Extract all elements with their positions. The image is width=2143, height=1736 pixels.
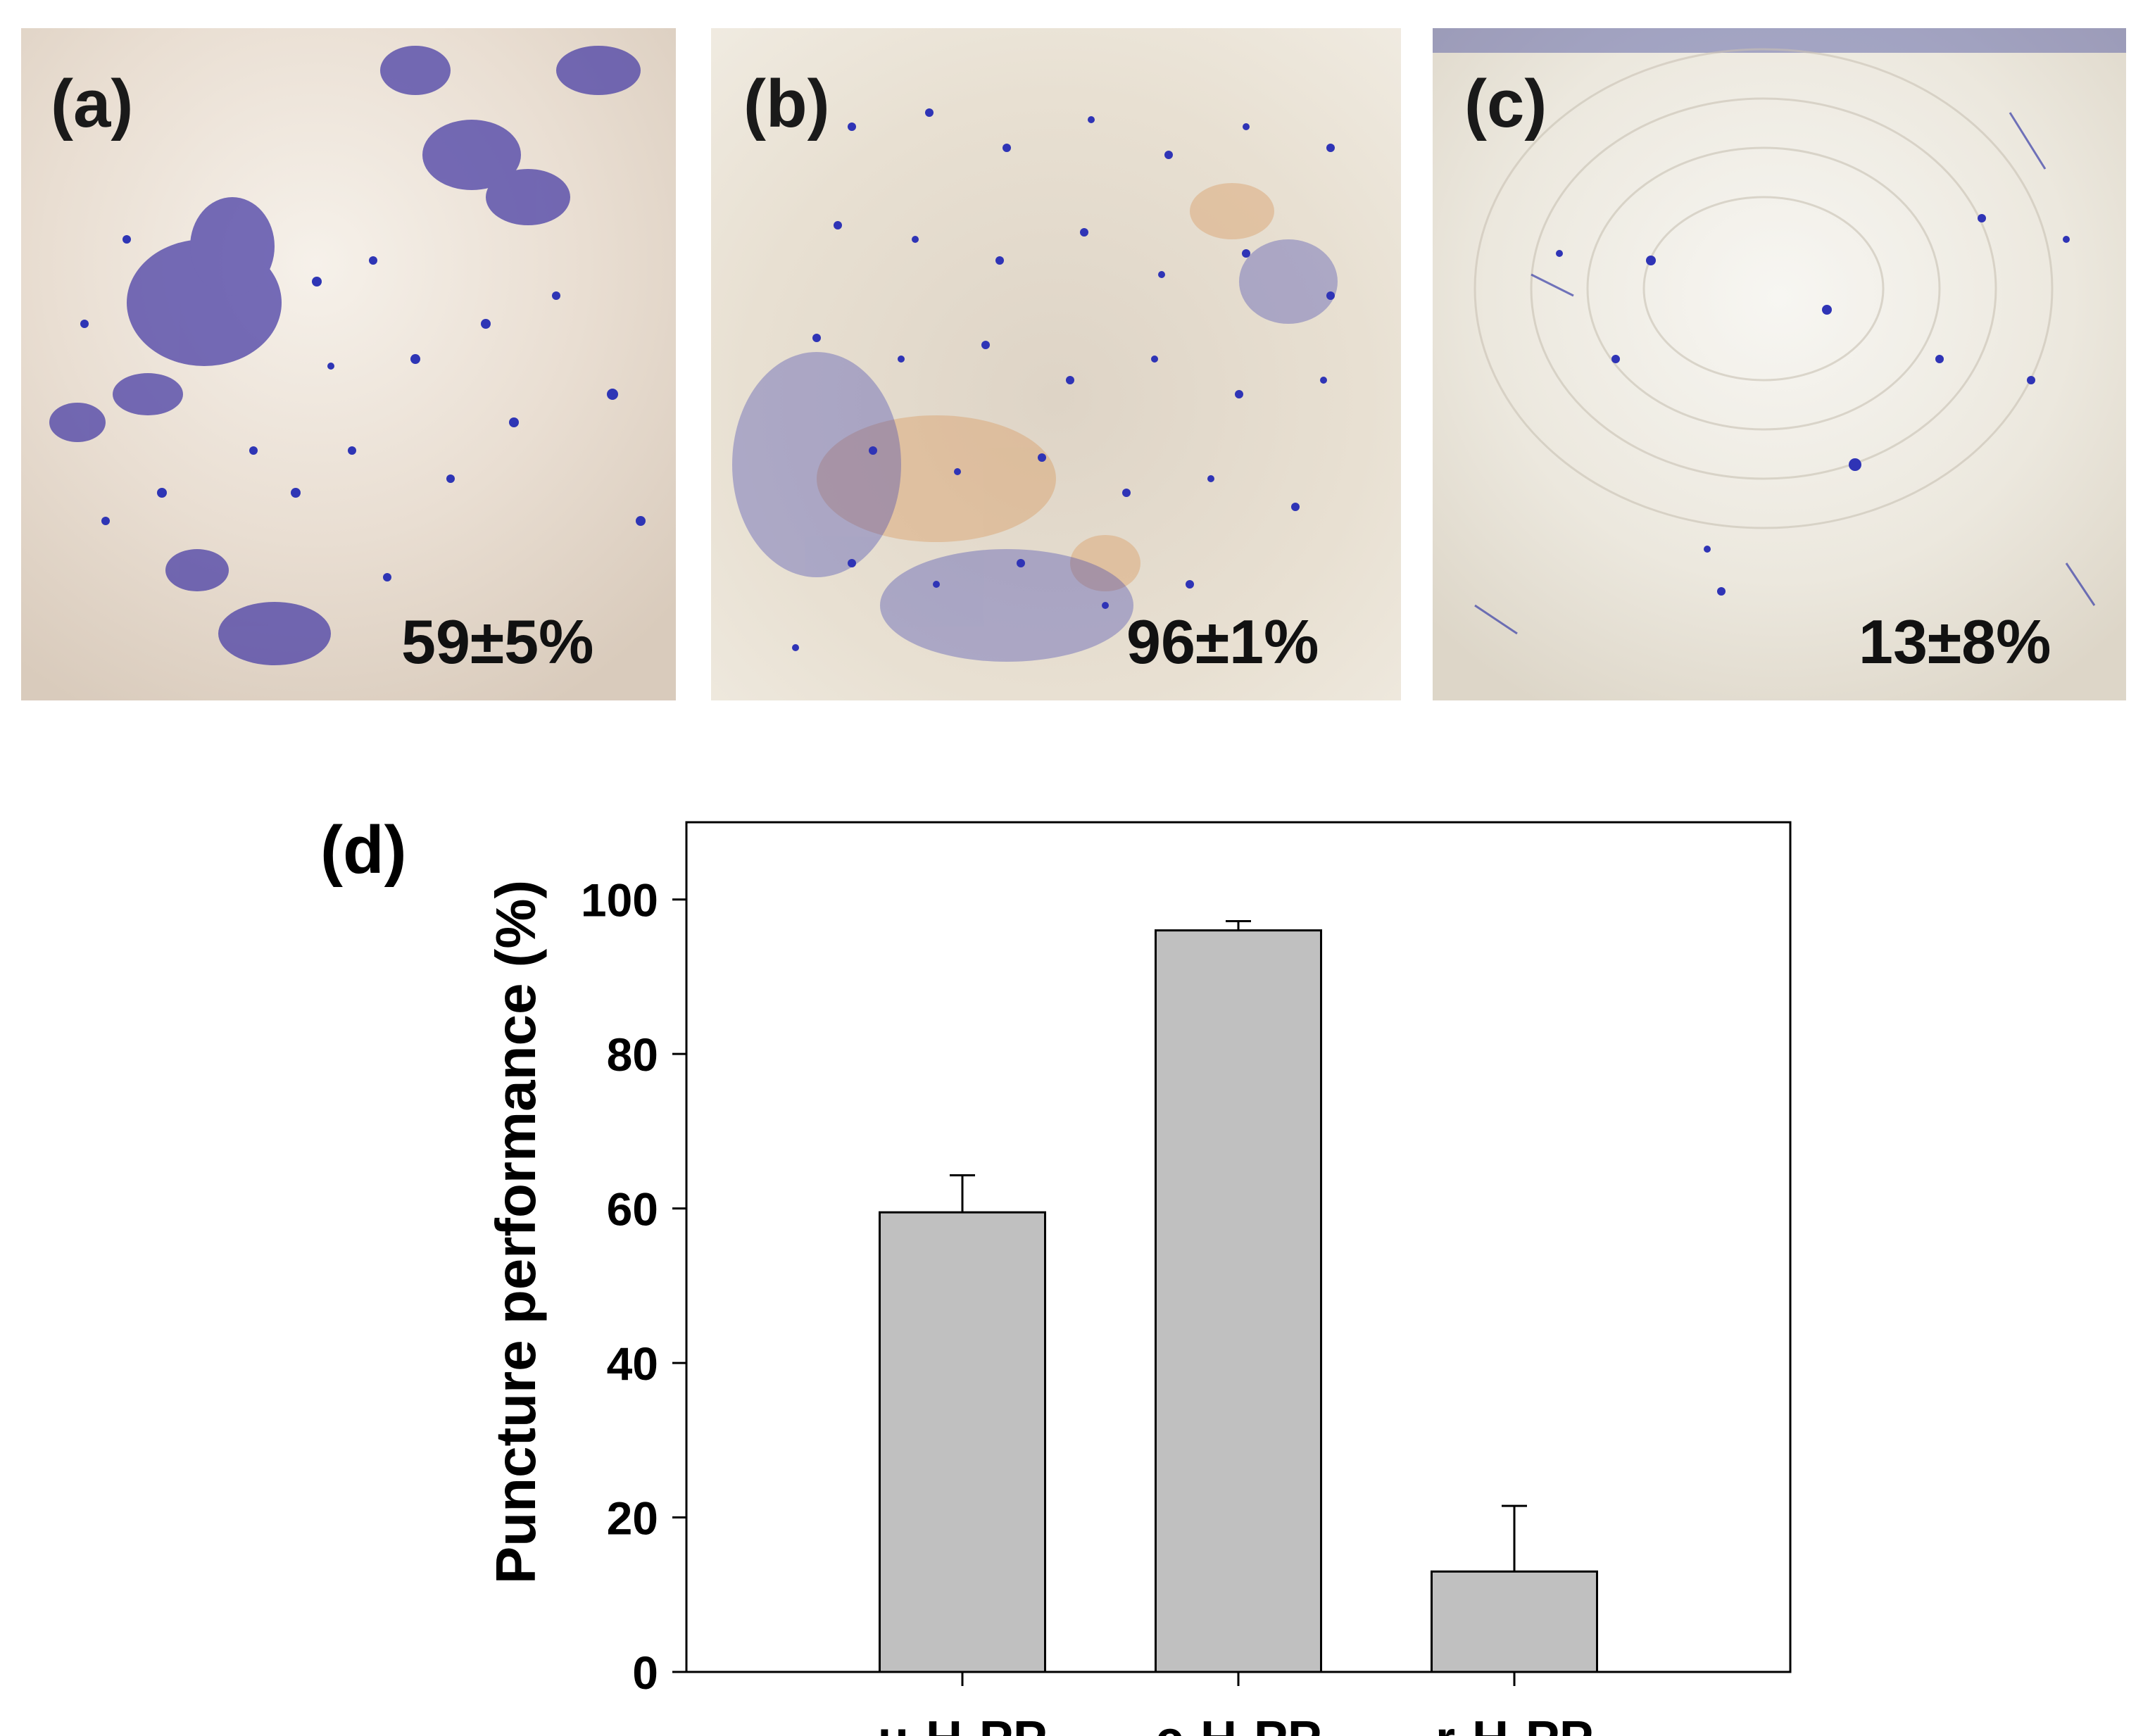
bar	[1431, 1570, 1598, 1673]
y-tick-label: 60	[607, 1183, 658, 1235]
photo-panel-a	[21, 28, 676, 700]
panel-label-d: (d)	[320, 812, 407, 888]
photo-panel-b	[711, 28, 1401, 700]
y-tick-label: 100	[581, 874, 658, 926]
puncture-percent-c: 13±8%	[1859, 607, 2051, 677]
skin-micrograph-c	[1433, 28, 2126, 700]
y-tick-label: 0	[632, 1647, 658, 1699]
skin-micrograph-a	[21, 28, 676, 700]
photo-panel-c	[1433, 28, 2126, 700]
bar	[1155, 929, 1322, 1673]
y-axis-ticks: 0 20 40 60 80 100	[581, 874, 686, 1699]
y-tick-label: 80	[607, 1029, 658, 1081]
puncture-percent-a: 59±5%	[401, 607, 594, 677]
panel-label-b: (b)	[743, 66, 830, 141]
skin-micrograph-b	[711, 28, 1401, 700]
bar-chart: (d) Puncture performance (%) 0 20 40 60 80 10…	[320, 812, 1792, 1736]
x-tick-label: u-H-PP	[878, 1711, 1047, 1736]
y-tick-label: 20	[607, 1492, 658, 1545]
x-axis-ticks: u-H-PP c-H-PP r-H-PP	[878, 1672, 1593, 1736]
y-tick-label: 40	[607, 1338, 658, 1390]
x-tick-label: r-H-PP	[1435, 1711, 1593, 1736]
panel-label-c: (c)	[1464, 66, 1547, 141]
panel-label-a: (a)	[51, 66, 134, 141]
y-axis-label: Puncture performance (%)	[484, 880, 547, 1584]
puncture-percent-b: 96±1%	[1126, 607, 1319, 677]
x-tick-label: c-H-PP	[1155, 1711, 1321, 1736]
bar	[879, 1211, 1046, 1673]
bars	[879, 919, 1598, 1673]
